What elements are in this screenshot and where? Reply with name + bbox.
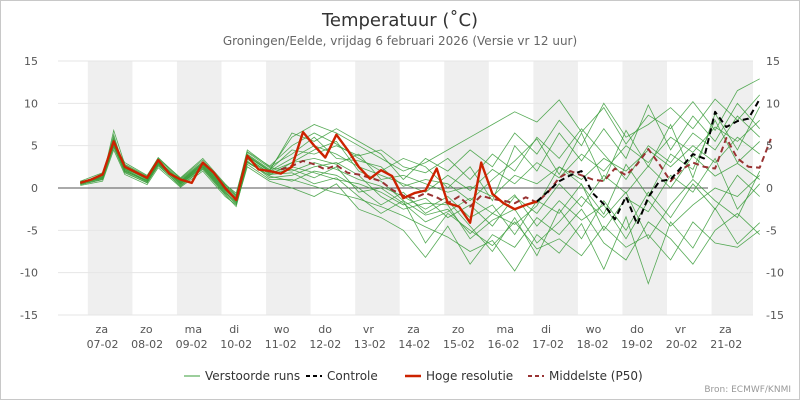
legend-item-4: Middelste (P50) <box>528 369 643 383</box>
y-tick-label-right-5: -10 <box>766 267 784 280</box>
x-tick-date-3: 10-02 <box>220 338 252 351</box>
x-tick-day-9: ma <box>497 323 514 336</box>
x-tick-date-7: 14-02 <box>398 338 430 351</box>
y-tick-label-right-3: 0 <box>766 182 773 195</box>
x-tick-day-4: wo <box>274 323 290 336</box>
x-tick-date-9: 16-02 <box>488 338 520 351</box>
y-tick-label-right-0: 15 <box>766 55 780 68</box>
x-axis: za 07-02 zo 08-02 ma 09-02 di 10-02 wo 11-02 do 12-… <box>87 323 743 351</box>
x-tick-date-1: 08-02 <box>131 338 163 351</box>
series-line-controle <box>536 98 761 226</box>
y-axis-left: 15 10 5 0 -5 -10 -15 <box>20 55 38 322</box>
x-tick-date-2: 09-02 <box>176 338 208 351</box>
x-tick-date-4: 11-02 <box>265 338 297 351</box>
x-tick-date-0: 07-02 <box>87 338 119 351</box>
y-tick-label-right-1: 10 <box>766 97 780 110</box>
y-tick-label-left-5: -10 <box>20 267 38 280</box>
x-tick-date-10: 17-02 <box>532 338 564 351</box>
y-tick-label-right-2: 5 <box>766 140 773 153</box>
ensemble-series <box>80 78 761 285</box>
legend-label-4: Middelste (P50) <box>549 369 643 383</box>
x-tick-day-1: zo <box>140 323 153 336</box>
gridlines <box>58 60 753 316</box>
y-axis-right: 15 10 5 0 -5 -10 -15 <box>766 55 784 322</box>
y-tick-label-left-1: 10 <box>24 97 38 110</box>
legend-label-3: Hoge resolutie <box>426 369 513 383</box>
legend-item-1: Verstoorde runs <box>184 369 300 383</box>
y-tick-label-left-4: -5 <box>27 224 38 237</box>
legend-label-1: Verstoorde runs <box>205 369 300 383</box>
x-tick-date-5: 12-02 <box>309 338 341 351</box>
series-line-middelste <box>280 137 772 208</box>
x-tick-day-13: vr <box>675 323 687 336</box>
x-tick-date-11: 18-02 <box>577 338 609 351</box>
ensemble-member-line-7 <box>80 128 761 236</box>
x-tick-date-14: 21-02 <box>710 338 742 351</box>
chart-credit: Bron: ECMWF/KNMI <box>704 385 791 395</box>
legend-label-2: Controle <box>327 369 378 383</box>
x-tick-day-8: zo <box>452 323 465 336</box>
x-tick-day-2: ma <box>185 323 202 336</box>
legend-item-2: Controle <box>306 369 378 383</box>
ensemble-member-line-11 <box>80 102 761 202</box>
ensemble-member-line-12 <box>80 145 760 257</box>
y-tick-label-right-4: -5 <box>766 224 777 237</box>
x-tick-day-11: wo <box>586 323 602 336</box>
x-tick-day-5: do <box>318 323 332 336</box>
series-line-hoge-resolutie <box>79 130 538 224</box>
x-tick-date-8: 15-02 <box>443 338 475 351</box>
x-tick-day-3: di <box>229 323 239 336</box>
y-tick-label-right-6: -15 <box>766 309 784 322</box>
x-tick-date-13: 20-02 <box>666 338 698 351</box>
main-series <box>79 98 772 226</box>
y-tick-label-left-2: 5 <box>31 140 38 153</box>
y-tick-label-left-0: 15 <box>24 55 38 68</box>
chart-title: Temperatuur (˚C) <box>321 10 478 31</box>
y-tick-label-left-3: 0 <box>31 182 38 195</box>
legend-item-3: Hoge resolutie <box>405 369 513 383</box>
x-tick-day-14: za <box>719 323 732 336</box>
x-tick-date-6: 13-02 <box>354 338 386 351</box>
x-tick-date-12: 19-02 <box>621 338 653 351</box>
chart-subtitle: Groningen/Eelde, vrijdag 6 februari 2026… <box>223 34 577 48</box>
x-tick-day-10: di <box>541 323 551 336</box>
x-tick-day-0: za <box>96 323 109 336</box>
legend: Verstoorde runs Controle Hoge resolutie Mid… <box>184 369 643 383</box>
x-tick-day-6: vr <box>363 323 375 336</box>
y-tick-label-left-6: -15 <box>20 309 38 322</box>
x-tick-day-7: za <box>407 323 420 336</box>
x-tick-day-12: do <box>630 323 644 336</box>
